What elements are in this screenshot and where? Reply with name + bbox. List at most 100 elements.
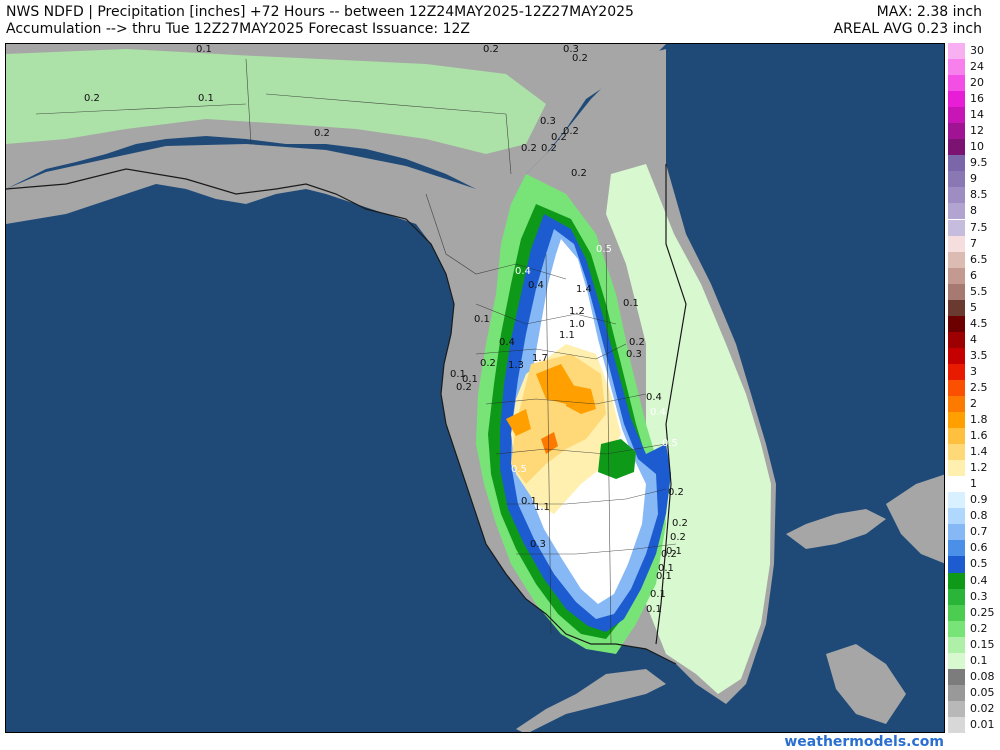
legend-item: 5: [948, 299, 1000, 316]
map-value-label: 1.3: [508, 360, 524, 371]
legend-label: 1.6: [970, 429, 988, 443]
legend-item: 1.2: [948, 460, 1000, 477]
legend-item: 0.15: [948, 636, 1000, 653]
legend-item: 6: [948, 267, 1000, 284]
legend-item: 14: [948, 107, 1000, 124]
legend-label: 0.9: [970, 493, 988, 507]
map-value-label: 0.4: [650, 407, 666, 418]
legend-label: 0.5: [970, 557, 988, 571]
legend-swatch: [948, 540, 965, 557]
map-value-label: 0.4: [515, 266, 531, 277]
legend-label: 7.5: [970, 220, 988, 234]
map-value-label: 0.2: [571, 168, 587, 179]
map-value-label: 0.1: [450, 369, 466, 380]
legend-label: 24: [970, 60, 984, 74]
legend-item: 0.02: [948, 700, 1000, 717]
legend-swatch: [948, 524, 965, 541]
map-value-label: 0.1: [656, 571, 672, 582]
legend-swatch: [948, 716, 965, 733]
legend-item: 1: [948, 476, 1000, 493]
legend-swatch: [948, 508, 965, 525]
legend-item: 9: [948, 171, 1000, 188]
legend-label: 6: [970, 268, 977, 282]
precip-1.8: [566, 384, 596, 414]
map-labels: 0.1 0.2 0.30.20.10.20.20.30.20.20.2 0.20.20…: [84, 44, 688, 615]
precip-1.4: [511, 354, 606, 484]
legend-swatch: [948, 171, 965, 188]
legend-label: 0.4: [970, 573, 988, 587]
legend-swatch: [948, 91, 965, 108]
map-value-label: 0.1: [196, 44, 212, 55]
map-value-label: 0.2: [314, 128, 330, 139]
legend-item: 3: [948, 363, 1000, 380]
legend-item: 0.9: [948, 492, 1000, 509]
precip-legend: 30 24 20 16 14 12 10 9.5 9 8.5 8 7.5 7 6.5 6 5.5 5 4.5 4 3.…: [948, 43, 1000, 733]
legend-item: 0.2: [948, 620, 1000, 637]
map-value-label: 1.7: [532, 353, 548, 364]
legend-item: 20: [948, 75, 1000, 92]
legend-label: 0.08: [970, 669, 995, 683]
legend-item: 2: [948, 396, 1000, 413]
legend-label: 20: [970, 76, 984, 90]
map-value-label: 1.1: [534, 502, 550, 513]
map-value-label: 0.2: [84, 93, 100, 104]
max-value: MAX: 2.38 inch: [876, 4, 982, 20]
legend-item: 7: [948, 235, 1000, 252]
lake-area: [598, 439, 636, 479]
legend-swatch: [948, 139, 965, 156]
map-value-label: 0.1: [666, 546, 682, 557]
map-value-label: 0.5: [511, 464, 527, 475]
legend-item: 30: [948, 43, 1000, 60]
legend-label: 0.1: [970, 653, 988, 667]
map-value-label: 0.2: [629, 337, 645, 348]
legend-label: 7: [970, 236, 977, 250]
map-value-label: 0.2: [672, 518, 688, 529]
legend-swatch: [948, 363, 965, 380]
legend-swatch: [948, 235, 965, 252]
map-value-label: 0.2: [541, 143, 557, 154]
legend-swatch: [948, 379, 965, 396]
legend-item: 8.5: [948, 187, 1000, 204]
map-value-label: 0.2: [670, 532, 686, 543]
map-value-label: 0.1: [198, 93, 214, 104]
legend-item: 0.7: [948, 524, 1000, 541]
legend-swatch: [948, 251, 965, 268]
legend-swatch: [948, 460, 965, 477]
legend-swatch: [948, 59, 965, 76]
legend-label: 4.5: [970, 316, 988, 330]
legend-swatch: [948, 444, 965, 461]
legend-label: 6.5: [970, 252, 988, 266]
legend-label: 2: [970, 397, 977, 411]
credit-text[interactable]: weathermodels.com: [784, 734, 944, 750]
areal-average: AREAL AVG 0.23 inch: [833, 21, 983, 37]
legend-swatch: [948, 315, 965, 332]
land-north-green: [6, 49, 546, 154]
legend-swatch: [948, 668, 965, 685]
bahamas: [786, 474, 944, 724]
legend-item: 7.5: [948, 219, 1000, 236]
map-value-label: 0.2: [563, 126, 579, 137]
legend-swatch: [948, 187, 965, 204]
map-value-label: 0.2: [661, 549, 677, 560]
precip-1.8-west: [506, 409, 531, 436]
legend-swatch: [948, 556, 965, 573]
legend-swatch: [948, 412, 965, 429]
legend-item: 0.5: [948, 556, 1000, 573]
map-value-label: 0.2: [668, 487, 684, 498]
legend-label: 4: [970, 332, 977, 346]
legend-label: 0.8: [970, 509, 988, 523]
legend-label: 1: [970, 477, 977, 491]
legend-item: 1.4: [948, 444, 1000, 461]
map-value-label: 0.1: [521, 496, 537, 507]
map-canvas: 0.1 0.2 0.30.20.10.20.20.30.20.20.2 0.20.20…: [6, 44, 944, 732]
legend-label: 0.7: [970, 525, 988, 539]
map-value-label: 0.4: [646, 392, 662, 403]
legend-item: 0.8: [948, 508, 1000, 525]
legend-label: 8: [970, 204, 977, 218]
legend-item: 1.6: [948, 428, 1000, 445]
legend-item: 0.6: [948, 540, 1000, 557]
map-value-label: 1.0: [569, 319, 585, 330]
map-value-label: 1.2: [569, 306, 585, 317]
legend-item: 8: [948, 203, 1000, 220]
legend-swatch: [948, 43, 965, 60]
